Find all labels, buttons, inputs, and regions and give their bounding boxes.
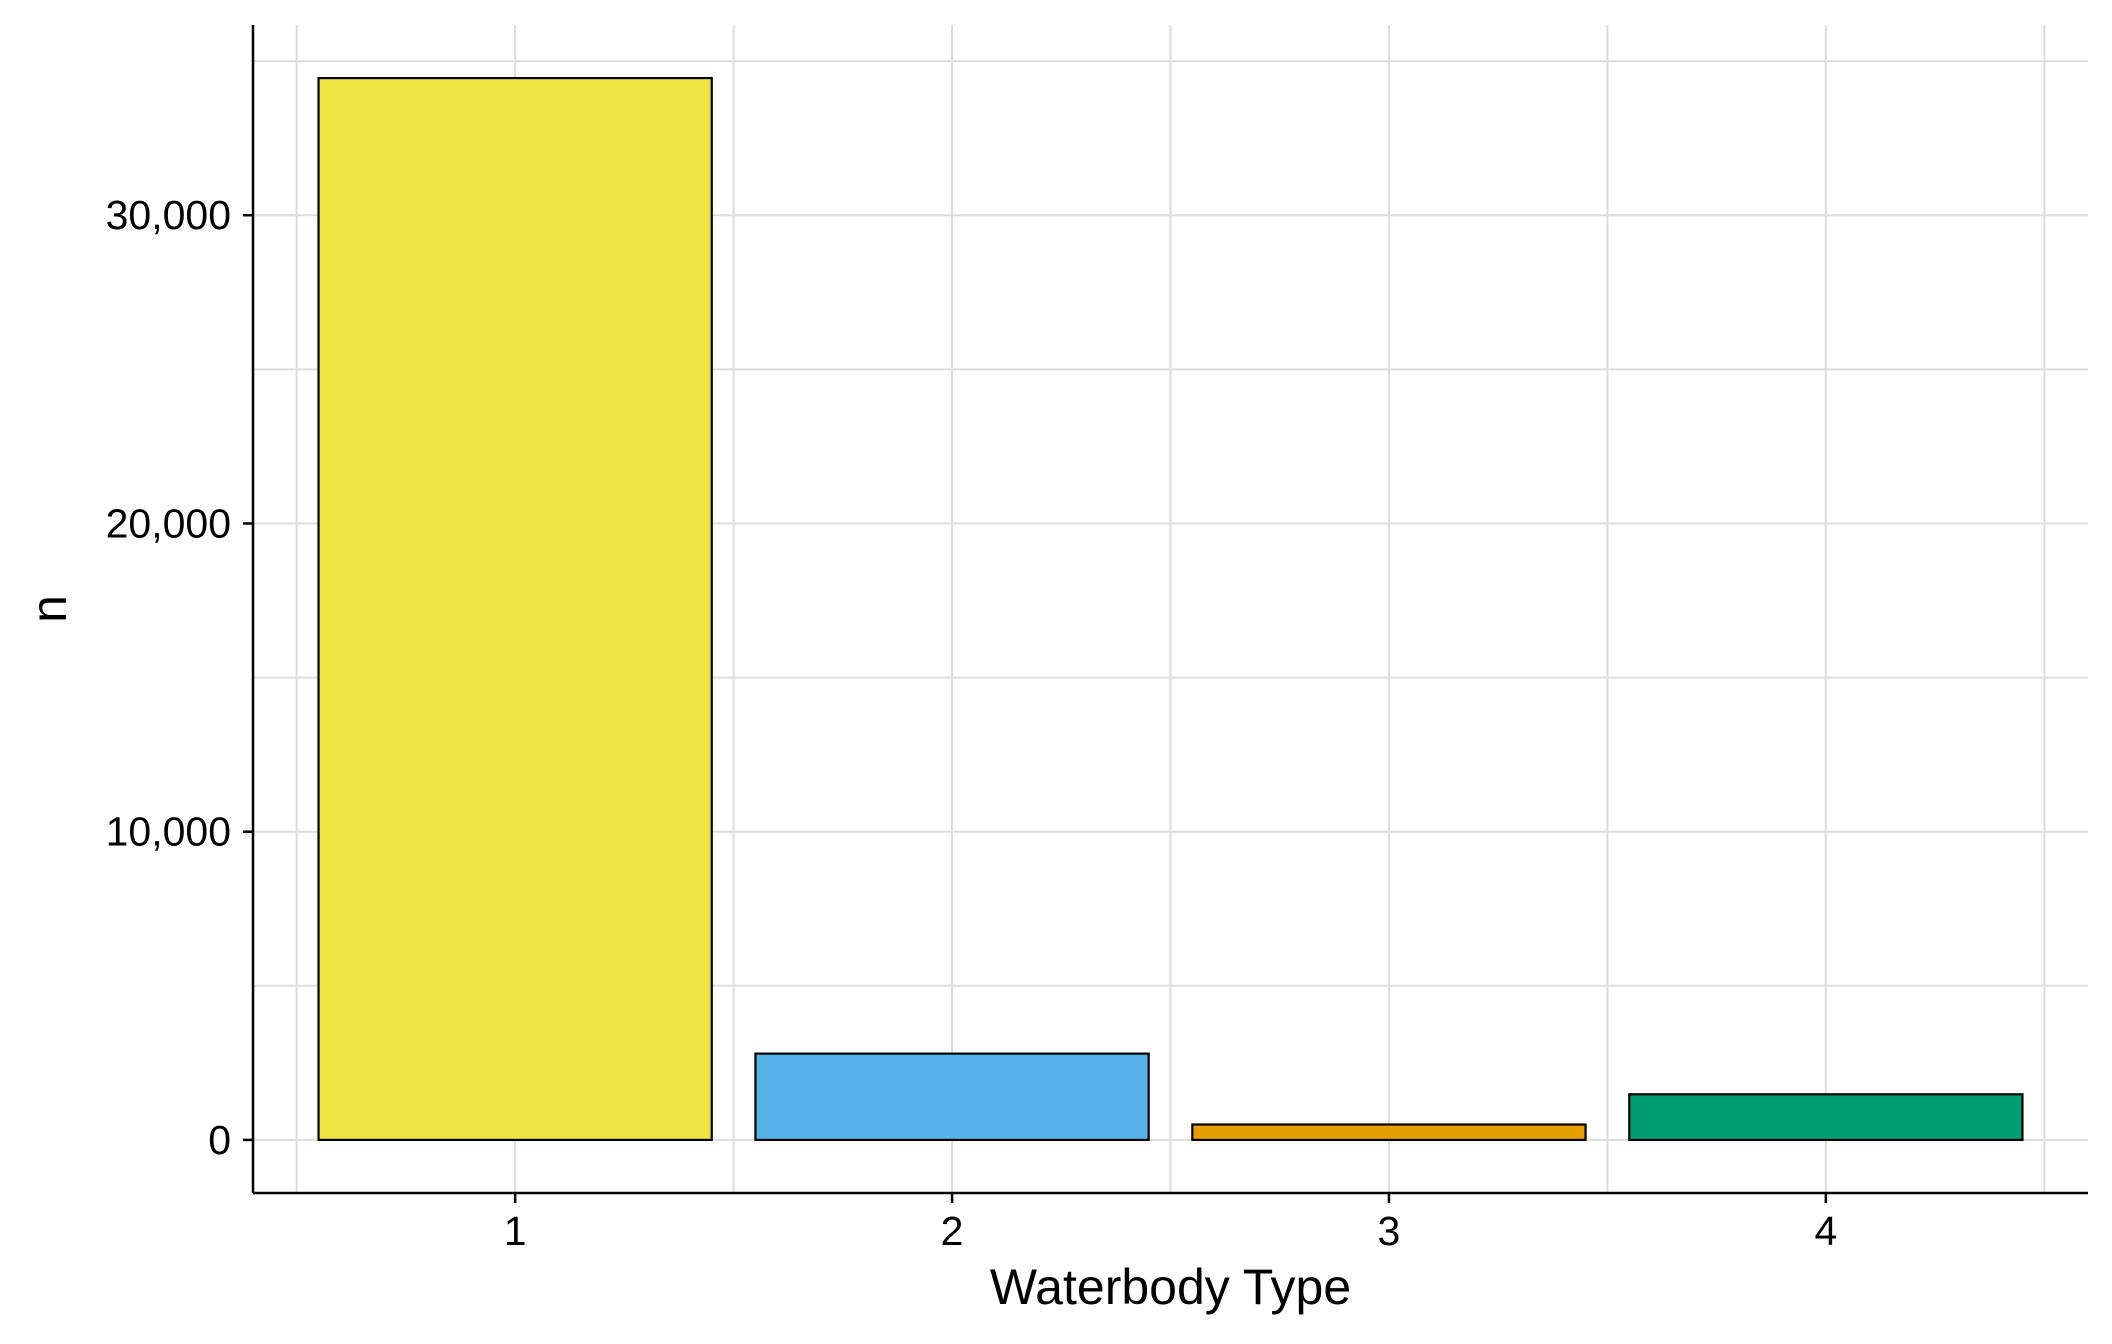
bar-1 [317,76,713,1142]
y-tick-label: 30,000 [106,192,231,238]
y-tick-label: 10,000 [106,809,231,855]
bar-4 [1628,1093,2024,1142]
axes [251,25,2088,1195]
bar-3 [1191,1123,1587,1142]
x-tick-label: 3 [1378,1208,1401,1254]
x-tick-label: 4 [1814,1208,1837,1254]
x-tick-label: 1 [504,1208,527,1254]
bars [317,76,2024,1142]
y-tick-label: 0 [208,1117,231,1163]
x-axis-ticks: 1 2 3 4 [504,1193,1837,1254]
y-axis-title: n [21,595,77,623]
y-tick-label: 20,000 [106,500,231,546]
x-axis-title: Waterbody Type [990,1259,1351,1315]
y-axis-ticks: 0 10,000 20,000 30,000 [106,192,253,1163]
bar-2 [754,1052,1150,1142]
x-tick-label: 2 [941,1208,964,1254]
